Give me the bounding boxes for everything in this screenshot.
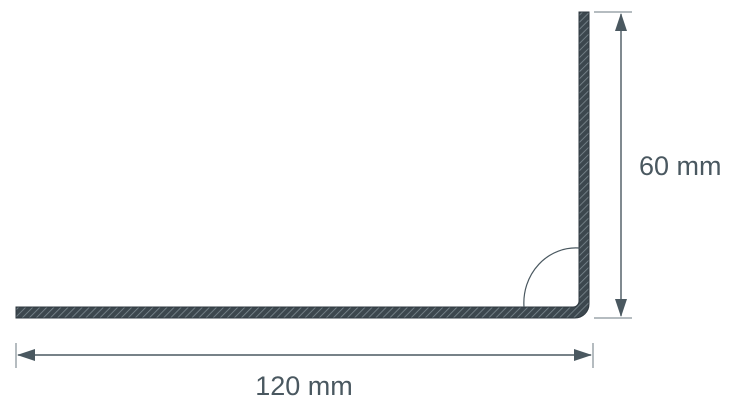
width-arrow-right xyxy=(574,349,592,361)
width-dimension: 120 mm xyxy=(15,343,594,401)
angle-profile xyxy=(15,11,590,319)
width-label: 120 mm xyxy=(255,371,353,401)
height-arrow-bottom xyxy=(615,299,627,317)
width-arrow-left xyxy=(17,349,35,361)
height-label: 60 mm xyxy=(639,151,722,181)
angle-arc xyxy=(523,247,580,308)
height-arrow-top xyxy=(615,13,627,31)
height-dimension: 60 mm xyxy=(594,11,722,319)
